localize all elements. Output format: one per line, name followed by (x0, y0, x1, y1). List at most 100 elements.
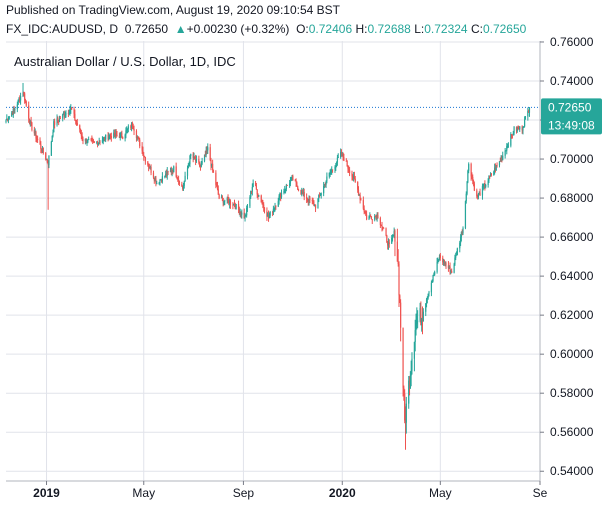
candle-body (286, 184, 288, 186)
candle-body (271, 211, 274, 213)
candle-body (485, 185, 487, 187)
candle-body (177, 179, 180, 181)
candle-body (329, 172, 331, 174)
candle-body (425, 303, 427, 312)
candle-body (357, 189, 360, 196)
candle-body (170, 170, 172, 173)
candle-body (301, 191, 303, 195)
candle-body (255, 185, 257, 190)
symbol-info-bar: FX_IDC:AUDUSD, D 0.72650 ▲+0.00230 (+0.3… (6, 22, 526, 36)
candle-body (215, 172, 217, 185)
candle-body (155, 178, 157, 184)
candle-body (340, 151, 342, 158)
candle-body (178, 180, 181, 185)
candle-body (104, 137, 106, 140)
candle-body (289, 183, 291, 186)
candle-body (11, 113, 13, 117)
candle-body (436, 261, 438, 272)
candle-body (351, 173, 353, 177)
candle-body (502, 155, 504, 160)
candle-body (126, 128, 129, 130)
candle-body (462, 227, 464, 234)
candle-body (336, 157, 339, 163)
candle-body (28, 118, 31, 124)
candle-body (325, 181, 327, 185)
candle-body (160, 179, 163, 182)
candle-body (254, 182, 257, 186)
candle-body (313, 202, 315, 206)
candle-body (444, 263, 446, 265)
candle-body (360, 199, 362, 201)
candle-body (319, 195, 322, 197)
time-tick-label: May (429, 486, 452, 500)
candle-body (52, 132, 54, 137)
candle-body (88, 139, 90, 141)
candle-body (116, 135, 118, 136)
candle-body (45, 159, 48, 161)
candle-body (183, 181, 185, 186)
candle-body (352, 176, 354, 179)
candle-body (217, 189, 219, 195)
candle-body (159, 179, 161, 183)
candle-body (229, 201, 232, 205)
candle-body (13, 108, 15, 110)
candle-body (396, 241, 398, 262)
candle-body (399, 295, 401, 303)
chart-title: Australian Dollar / U.S. Dollar, 1D, IDC (14, 54, 236, 69)
price-tick-label: 0.64000 (550, 269, 594, 283)
candle-body (108, 136, 110, 140)
candle-body (523, 126, 525, 128)
candle-body (207, 147, 209, 151)
candle-body (173, 166, 175, 173)
candle-body (131, 122, 134, 126)
candle-body (107, 134, 109, 140)
candle-body (524, 116, 527, 120)
candle-body (513, 126, 515, 134)
time-axis[interactable]: 2019 May Sep 2020 May Se (33, 481, 548, 500)
candle-body (12, 108, 14, 115)
candle-body (455, 254, 458, 256)
candle-body (41, 148, 43, 152)
low-label: L: (414, 22, 425, 36)
candle-body (223, 200, 225, 203)
candle-body (362, 200, 364, 209)
candle-body (320, 193, 322, 196)
candle-body (105, 134, 107, 140)
candle-body (166, 171, 168, 176)
candle-body (58, 120, 60, 122)
candle-body (398, 263, 400, 296)
candle-body (64, 115, 66, 117)
candle-body (92, 139, 94, 141)
candle-body (374, 216, 376, 220)
candle-body (471, 176, 473, 178)
candle-body (167, 171, 169, 173)
candle-body (109, 135, 112, 137)
candle-body (283, 191, 285, 193)
candle-body (130, 122, 133, 128)
candle-body (516, 127, 518, 131)
candle-body (326, 176, 328, 182)
time-tick-label: 2019 (33, 486, 60, 500)
candle-body (413, 341, 416, 359)
candle-body (280, 192, 283, 198)
candle-body (250, 190, 253, 192)
candle-body (165, 173, 167, 177)
candle-body (318, 195, 321, 196)
candle-body (494, 167, 497, 171)
candle-body (22, 92, 24, 97)
candle-body (35, 131, 37, 139)
candle-body (473, 183, 475, 191)
candle-body (246, 206, 249, 209)
candle-body (240, 212, 242, 215)
candle-body (490, 173, 492, 176)
candle-body (175, 166, 177, 177)
candle-body (295, 180, 297, 183)
candle-body (438, 260, 440, 261)
candle-body (365, 214, 368, 220)
candle-body (136, 137, 138, 139)
candle-body (144, 156, 146, 162)
candle-body (87, 139, 89, 143)
change-value: +0.00230 (+0.32%) (186, 22, 290, 36)
candle-body (222, 197, 224, 203)
